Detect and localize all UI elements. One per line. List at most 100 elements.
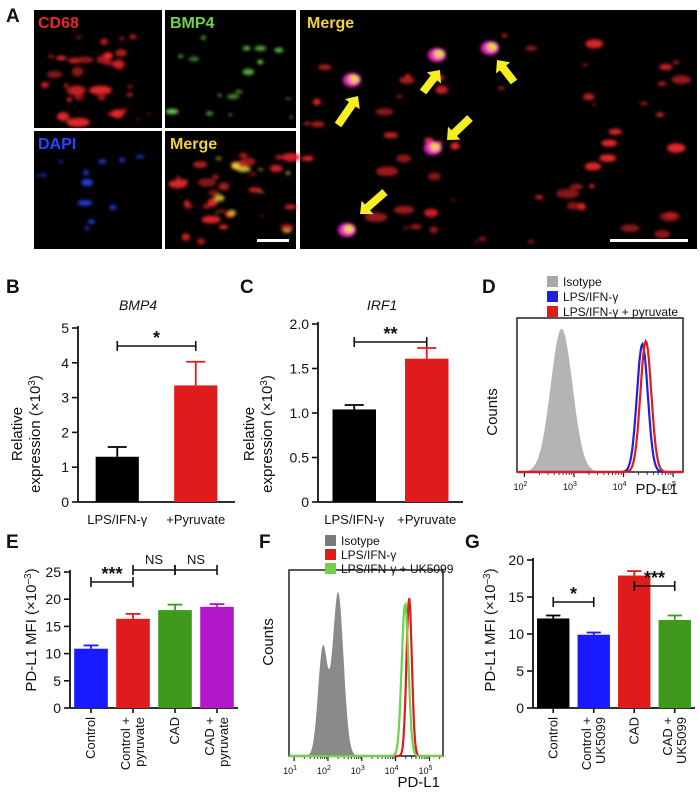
y-tick-label: 15 — [45, 618, 61, 634]
bmp4-spot — [200, 36, 207, 40]
merge-red-spot — [659, 63, 673, 71]
cd68-spot — [40, 81, 49, 89]
panel-c-chart: C IRF1 Relative expression (×103) 0 0.5 1.… — [240, 277, 463, 527]
x-tick-label: Control — [545, 717, 560, 759]
x-tick-label: 105 — [419, 765, 433, 776]
x-tick-label: CAD — [626, 717, 641, 744]
merge-red-spot — [393, 205, 415, 214]
merge-red-spot — [311, 121, 325, 128]
merge-red-spot — [535, 195, 544, 200]
histogram-series — [517, 328, 683, 472]
legend-label: LPS/IFN-γ + pyruvate — [563, 305, 678, 319]
dapi-spot — [84, 226, 90, 231]
bar — [116, 618, 150, 708]
bmp4-spot — [242, 46, 251, 51]
legend-swatch — [547, 276, 558, 287]
chart-b-ylabel: Relative — [9, 407, 26, 461]
cd68-spot — [96, 55, 110, 64]
merge-red-spot — [525, 45, 538, 51]
cd68-spot — [47, 54, 55, 59]
x-tick-label: LPS/IFN-γ — [87, 512, 147, 527]
bmp4-spot — [188, 56, 200, 62]
merge-yellow-spot — [285, 171, 291, 175]
merge-yellow-spot — [215, 156, 222, 161]
merge-red-spot — [665, 211, 677, 218]
chart-f-plot: 101 102 103 104 105 IsotypeLPS/IFN-γLPS/IFN-γ… — [283, 534, 454, 776]
panel-b-chart: B BMP4 Relative expression (×103) 0 1 2 3 4 5… — [6, 277, 235, 527]
merge-red-spot — [196, 238, 206, 245]
x-tick-label: Control + — [118, 717, 133, 770]
y-tick-label: 0 — [53, 700, 61, 716]
merge-cell-core — [430, 143, 440, 151]
merge-red-spot — [303, 121, 311, 126]
significance-label: ** — [383, 324, 397, 344]
chart-b-plot: 0 1 2 3 4 5 LPS/IFN-γ +Pyruvate * — [61, 320, 235, 527]
merge-red-spot — [497, 86, 505, 90]
merge-red-spot — [569, 183, 584, 190]
dapi-spot — [36, 174, 42, 177]
significance-label: *** — [644, 568, 665, 588]
merge-yellow-spot — [215, 211, 219, 214]
merge-red-spot — [383, 132, 398, 139]
bar — [618, 575, 651, 708]
merge-red-spot — [184, 203, 194, 209]
merge-red-spot — [657, 81, 667, 86]
histogram-series — [517, 338, 683, 474]
merge-red-spot — [219, 209, 226, 213]
merge-red-spot — [671, 75, 692, 85]
cd68-spot — [136, 117, 140, 121]
legend-label: Isotype — [341, 534, 380, 548]
y-tick-label: 10 — [45, 646, 61, 662]
arrow — [447, 115, 473, 140]
dapi-spot — [81, 179, 94, 186]
cd68-spot — [111, 109, 124, 119]
histogram-series — [289, 591, 443, 756]
bmp4-spot — [242, 68, 255, 76]
merge-red-spot — [585, 39, 604, 49]
bar — [405, 358, 449, 502]
merge-red-spot — [208, 189, 220, 196]
cd68-spot — [89, 85, 112, 95]
y-tick-label: 1.5 — [290, 361, 310, 377]
merge-red-spot — [424, 208, 439, 218]
merge-red-spot — [275, 154, 283, 160]
legend-label: LPS/IFN-γ — [341, 548, 396, 562]
bmp4-spot — [218, 93, 222, 97]
panel-letter-f: F — [259, 532, 271, 553]
merge-red-spot — [249, 172, 257, 177]
cd68-spot — [66, 117, 90, 127]
merge-red-spot — [655, 112, 665, 118]
y-tick-label: 10 — [508, 626, 524, 642]
plot-frame — [288, 569, 444, 757]
merge-red-spot — [601, 139, 618, 147]
legend-swatch — [547, 291, 558, 302]
merge-yellow-spot — [227, 209, 237, 217]
merge-red-spot — [280, 224, 294, 231]
merge-yellow-spot — [258, 190, 265, 194]
merge-cell-core — [349, 75, 359, 83]
legend-swatch — [325, 535, 336, 546]
y-tick-label: 20 — [508, 552, 524, 568]
bar — [200, 606, 234, 708]
histogram-series — [289, 598, 443, 758]
y-tick-label: 0 — [61, 494, 69, 510]
panel-letter-a: A — [6, 6, 20, 27]
cd68-spot — [115, 49, 127, 57]
chart-c-ylabel-2: expression (×103) — [259, 375, 277, 493]
bar — [537, 618, 570, 708]
y-tick-label: 5 — [61, 320, 69, 336]
dapi-spot — [83, 170, 89, 176]
cd68-signal — [40, 34, 151, 127]
chart-c-ylabel: Relative — [241, 407, 258, 461]
panel-g-chart: G PD-L1 MFI (×10–3) 0 5 10 15 20 Control Contr… — [465, 532, 695, 770]
x-tick-label: 103 — [351, 765, 365, 776]
bmp4-spot — [178, 54, 184, 58]
x-tick-label: 105 — [662, 481, 676, 492]
cd68-spot — [56, 55, 67, 61]
merge-red-spot — [582, 63, 588, 67]
merge-red-spot — [583, 93, 595, 101]
legend-swatch — [325, 563, 336, 574]
y-tick-label: 20 — [45, 591, 61, 607]
x-tick-label: CAD — [167, 717, 182, 744]
merge-large-signal — [301, 34, 692, 244]
